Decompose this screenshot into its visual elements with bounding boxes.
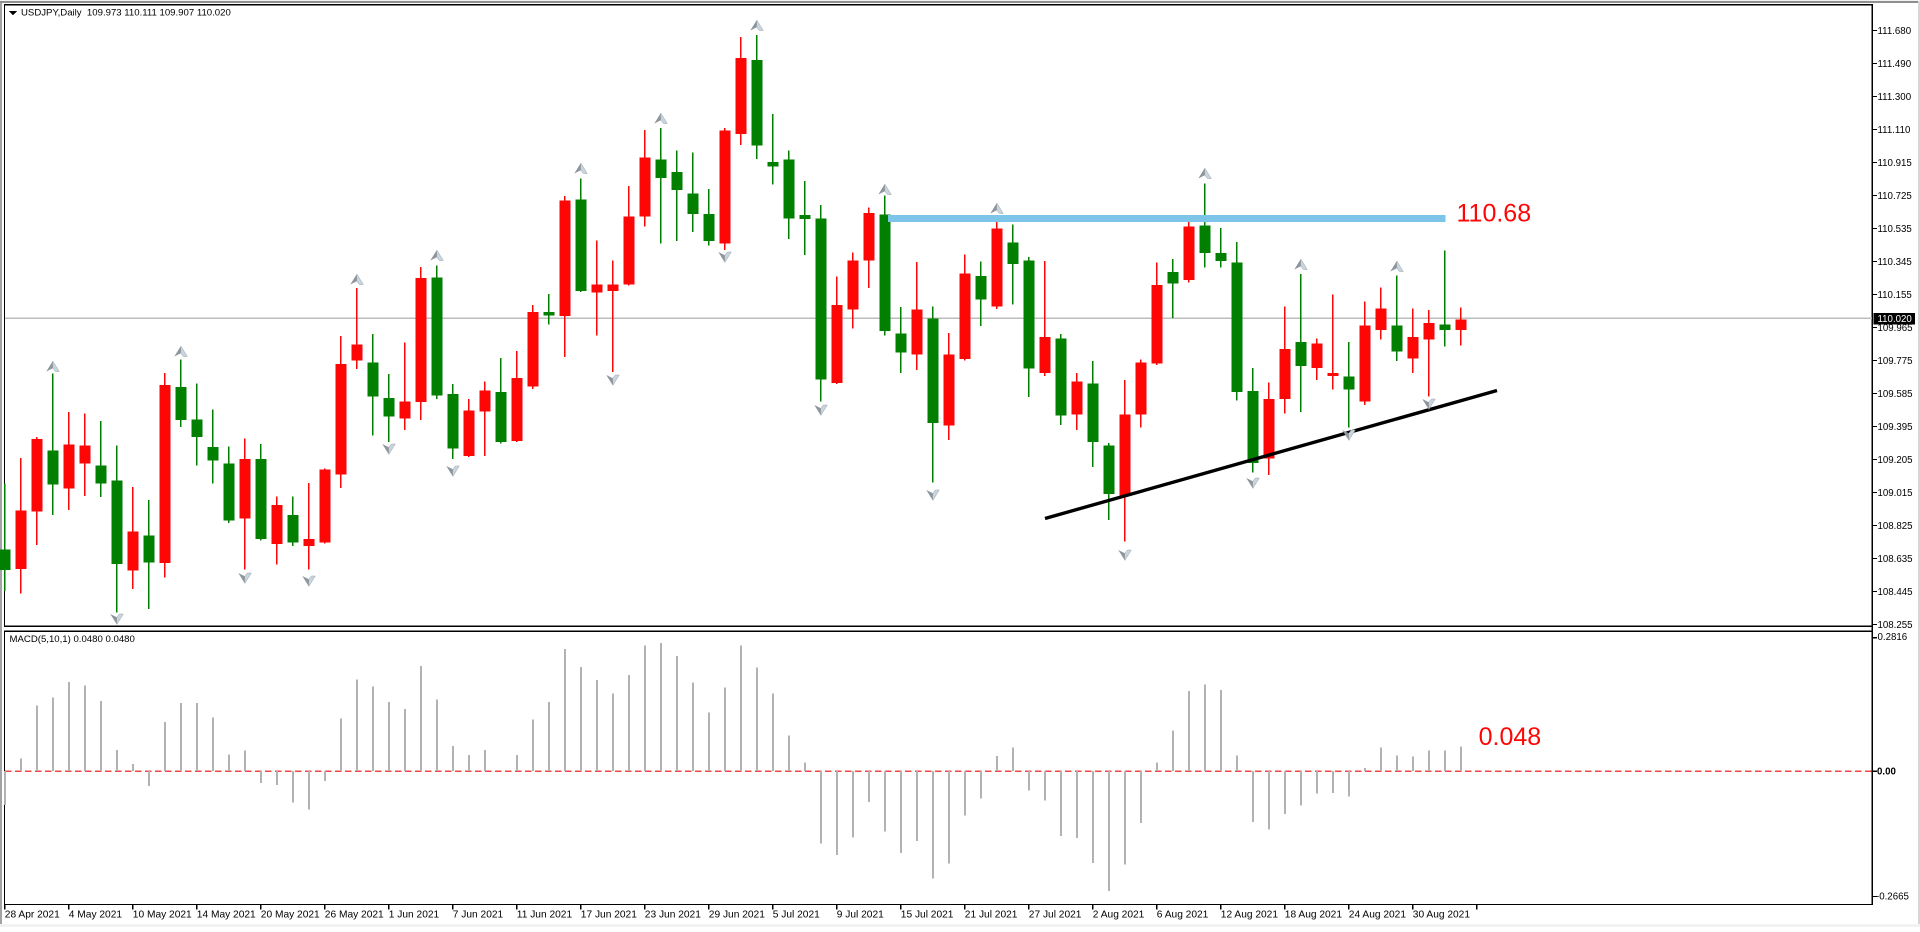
svg-text:9 Jul 2021: 9 Jul 2021	[837, 910, 884, 921]
svg-text:110.020: 110.020	[1878, 314, 1913, 325]
svg-text:21 Jul 2021: 21 Jul 2021	[965, 910, 1018, 921]
svg-text:109.205: 109.205	[1878, 455, 1913, 466]
svg-text:110.535: 110.535	[1878, 224, 1912, 235]
svg-text:24 Aug 2021: 24 Aug 2021	[1349, 910, 1407, 921]
svg-text:15 Jul 2021: 15 Jul 2021	[901, 910, 954, 921]
svg-text:108.635: 108.635	[1878, 554, 1913, 565]
svg-text:109.775: 109.775	[1878, 356, 1913, 367]
svg-text:111.300: 111.300	[1878, 92, 1912, 103]
svg-text:23 Jun 2021: 23 Jun 2021	[645, 910, 701, 921]
svg-text:14 May 2021: 14 May 2021	[197, 910, 256, 921]
svg-text:4 May 2021: 4 May 2021	[69, 910, 123, 921]
svg-text:109.585: 109.585	[1878, 389, 1913, 400]
svg-text:108.445: 108.445	[1878, 587, 1913, 598]
svg-text:6 Aug 2021: 6 Aug 2021	[1157, 910, 1209, 921]
svg-text:-0.2665: -0.2665	[1876, 892, 1909, 903]
svg-text:110.155: 110.155	[1878, 290, 1912, 301]
svg-text:108.825: 108.825	[1878, 521, 1913, 532]
svg-text:12 Aug 2021: 12 Aug 2021	[1221, 910, 1279, 921]
svg-text:109.015: 109.015	[1878, 488, 1913, 499]
svg-text:109.395: 109.395	[1878, 422, 1913, 433]
svg-text:20 May 2021: 20 May 2021	[261, 910, 320, 921]
svg-text:109.965: 109.965	[1878, 323, 1913, 334]
svg-text:28 Apr 2021: 28 Apr 2021	[5, 910, 60, 921]
svg-text:10 May 2021: 10 May 2021	[133, 910, 192, 921]
svg-text:29 Jun 2021: 29 Jun 2021	[709, 910, 765, 921]
svg-text:27 Jul 2021: 27 Jul 2021	[1029, 910, 1082, 921]
svg-text:7 Jun 2021: 7 Jun 2021	[453, 910, 504, 921]
svg-text:0.00: 0.00	[1877, 767, 1896, 778]
svg-text:5 Jul 2021: 5 Jul 2021	[773, 910, 820, 921]
svg-text:0.2816: 0.2816	[1878, 632, 1908, 643]
svg-text:111.490: 111.490	[1878, 59, 1912, 70]
svg-text:111.680: 111.680	[1878, 26, 1912, 37]
svg-text:110.68: 110.68	[1457, 200, 1532, 228]
svg-text:0.048: 0.048	[1479, 723, 1542, 751]
svg-text:110.345: 110.345	[1878, 257, 1912, 268]
svg-text:11 Jun 2021: 11 Jun 2021	[517, 910, 573, 921]
svg-text:108.255: 108.255	[1878, 620, 1913, 631]
svg-text:MACD(5,10,1) 0.0480 0.0480: MACD(5,10,1) 0.0480 0.0480	[10, 634, 135, 645]
svg-text:17 Jun 2021: 17 Jun 2021	[581, 910, 637, 921]
svg-text:18 Aug 2021: 18 Aug 2021	[1285, 910, 1343, 921]
svg-text:1 Jun 2021: 1 Jun 2021	[389, 910, 440, 921]
svg-text:110.915: 110.915	[1878, 158, 1912, 169]
svg-text:USDJPY,Daily 109.973 110.111: USDJPY,Daily 109.973 110.111 109.907 110…	[21, 8, 231, 19]
svg-text:26 May 2021: 26 May 2021	[325, 910, 384, 921]
svg-text:111.110: 111.110	[1878, 125, 1911, 136]
svg-text:2 Aug 2021: 2 Aug 2021	[1093, 910, 1145, 921]
svg-text:30 Aug 2021: 30 Aug 2021	[1413, 910, 1471, 921]
svg-text:110.725: 110.725	[1878, 191, 1912, 202]
